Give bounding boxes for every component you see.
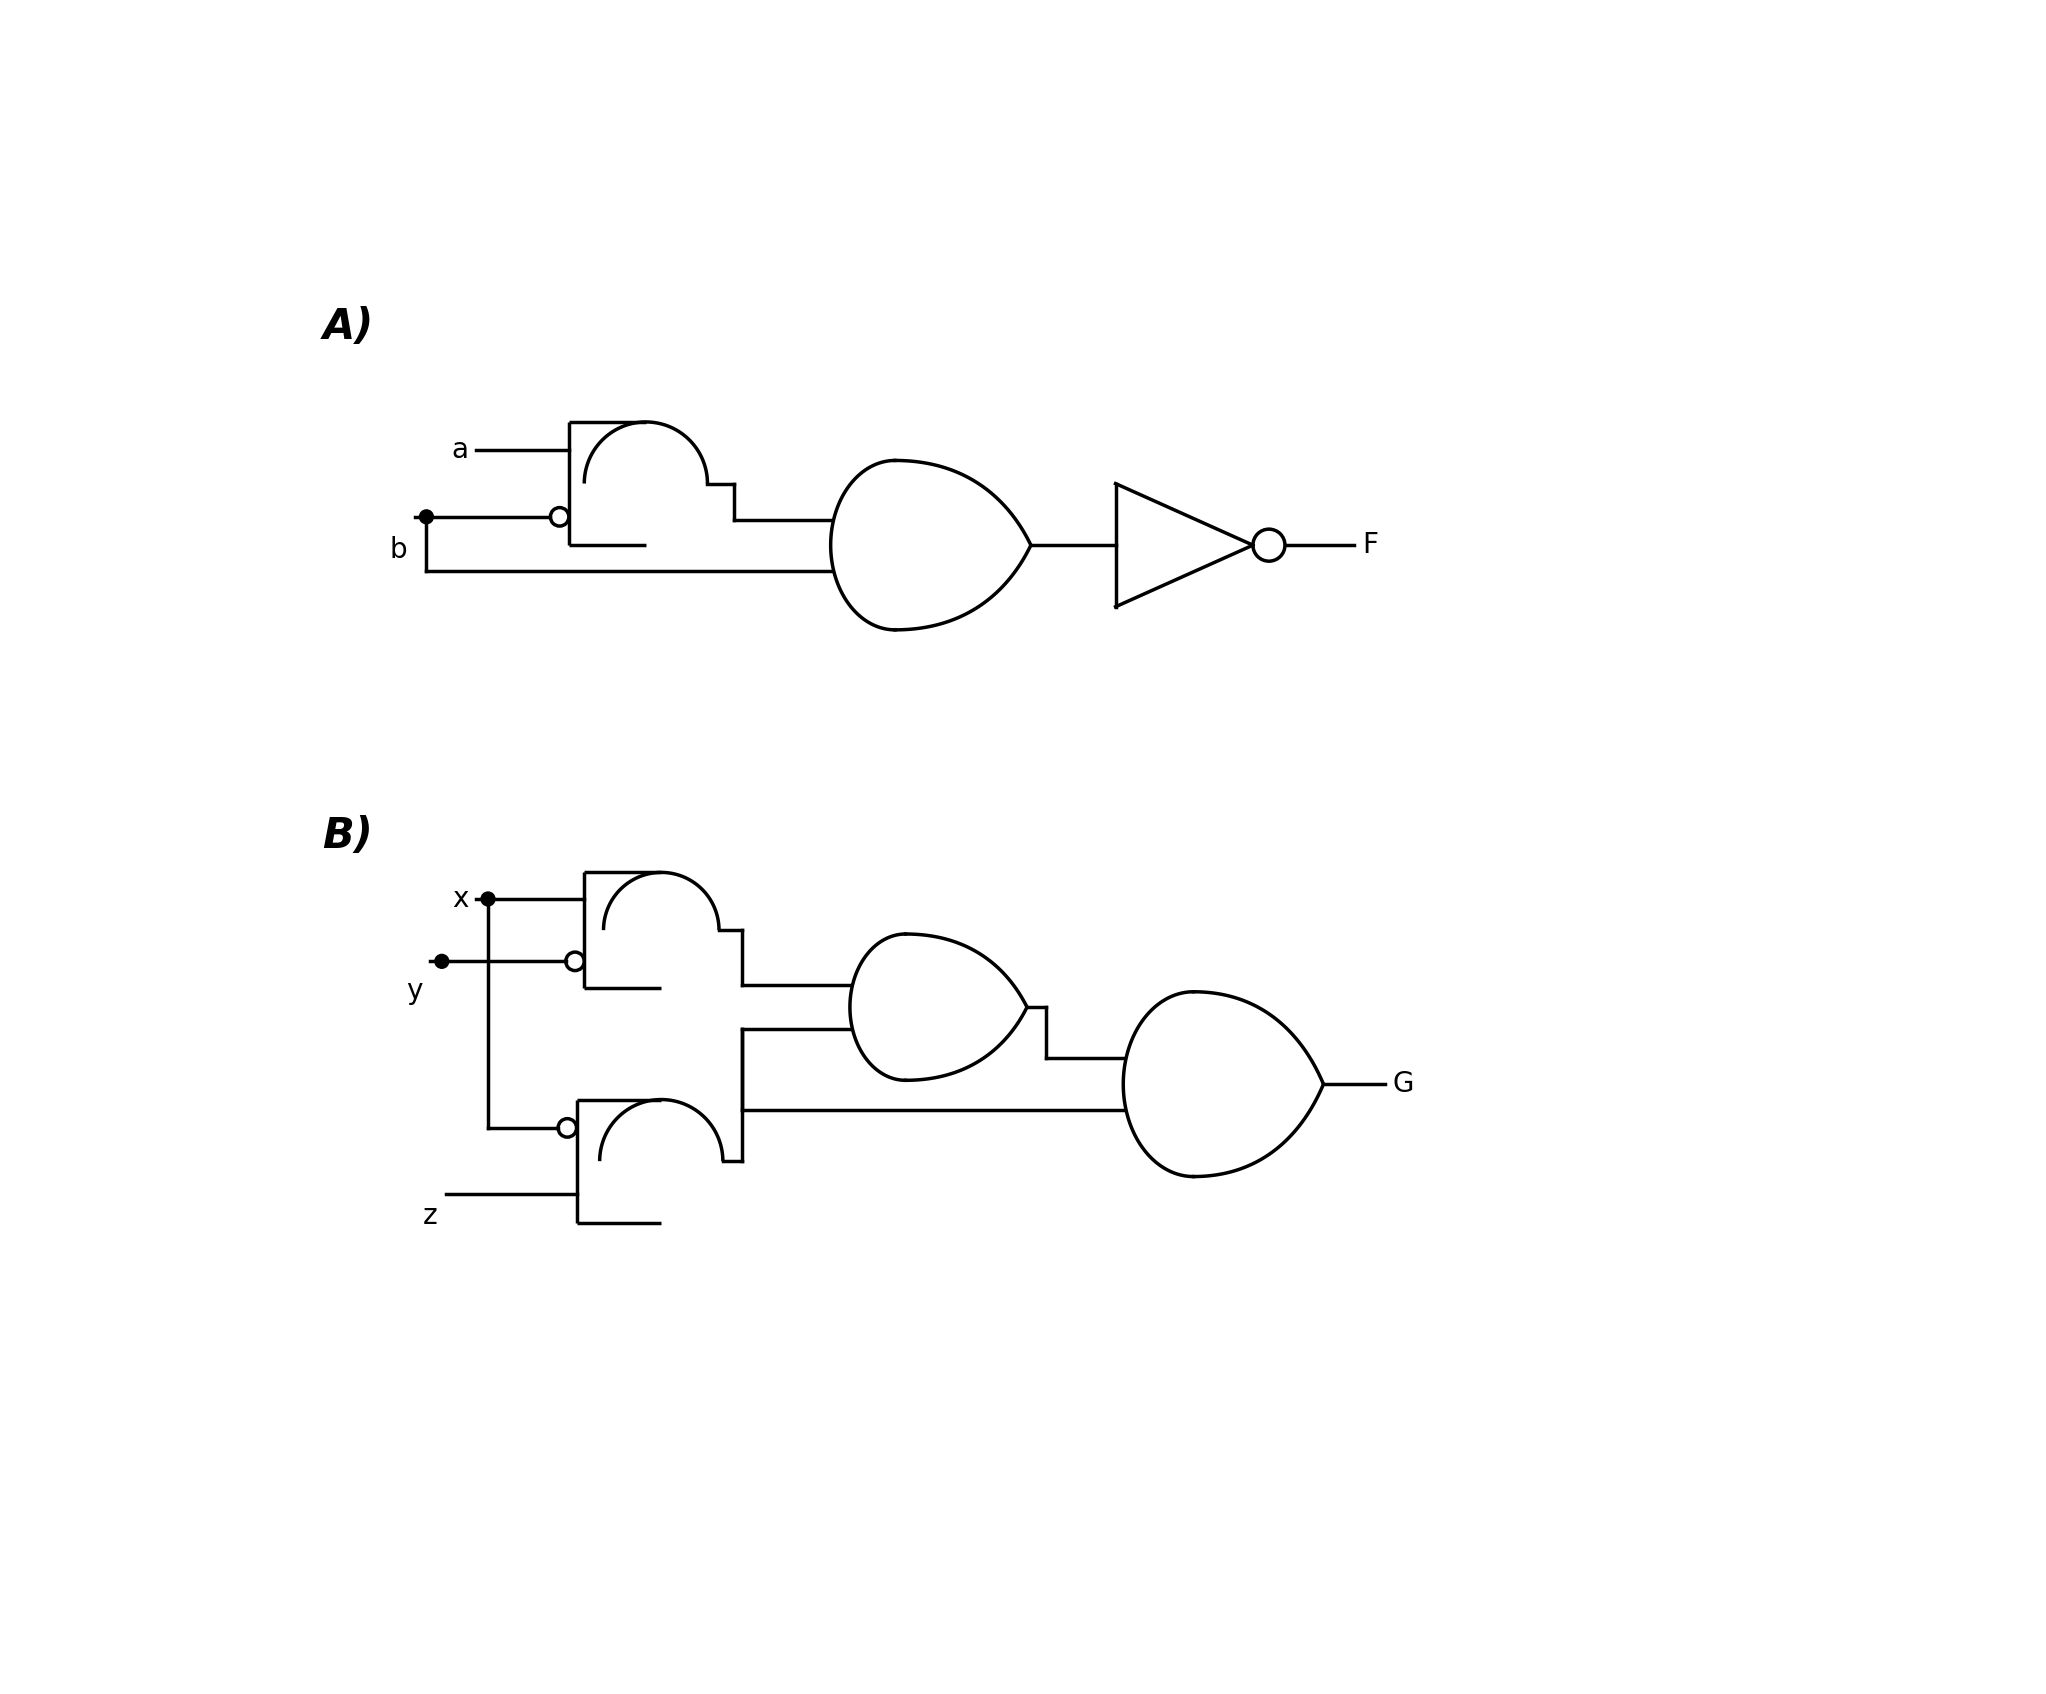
- Text: z: z: [424, 1203, 438, 1230]
- Circle shape: [436, 954, 448, 969]
- Text: a: a: [452, 437, 469, 464]
- Text: b: b: [389, 535, 407, 564]
- Text: y: y: [407, 977, 424, 1005]
- Text: G: G: [1393, 1071, 1414, 1098]
- Text: B): B): [323, 815, 372, 857]
- Text: x: x: [452, 884, 469, 913]
- Text: F: F: [1363, 532, 1377, 559]
- Text: A): A): [323, 307, 374, 349]
- Circle shape: [481, 893, 495, 906]
- Circle shape: [419, 510, 434, 523]
